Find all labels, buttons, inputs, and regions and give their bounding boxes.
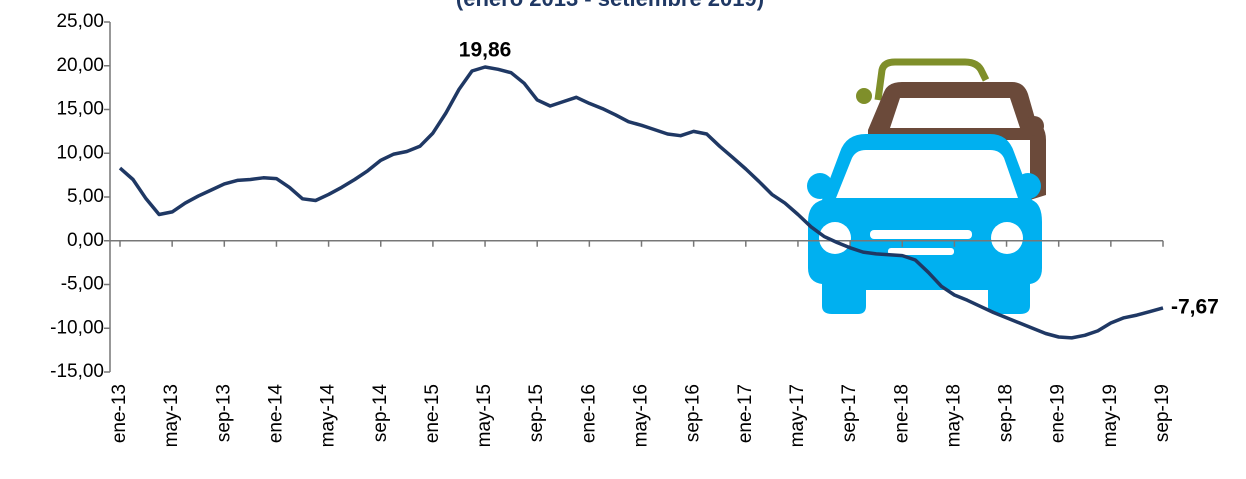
x-tick-label: ene-19: [1048, 384, 1069, 443]
car-brown-mirror: [1024, 116, 1044, 136]
x-tick-label: may-16: [631, 384, 652, 447]
car-icon: [807, 62, 1046, 314]
x-tick-label: sep-14: [370, 384, 391, 443]
x-tick-label: may-14: [318, 384, 339, 448]
y-tick-label: 25,00: [56, 11, 104, 32]
x-tick-label: sep-18: [996, 384, 1017, 442]
x-tick-label: may-19: [1100, 384, 1121, 447]
y-tick-label: 10,00: [56, 142, 104, 163]
value-label: 19,86: [459, 39, 512, 62]
x-tick-label: ene-16: [578, 384, 599, 443]
car-blue-window: [836, 150, 1018, 198]
x-tick-label: sep-16: [683, 384, 704, 442]
x-tick-label: ene-14: [265, 384, 286, 444]
car-brown-window: [890, 98, 1020, 128]
y-tick-label: -15,00: [50, 361, 104, 382]
car-olive-mirror: [856, 88, 872, 104]
x-tick-label: may-17: [787, 384, 808, 447]
y-tick-label: 0,00: [67, 230, 104, 251]
x-tick-label: may-15: [474, 384, 495, 447]
car-headlight: [991, 222, 1023, 254]
x-tick-label: sep-19: [1152, 384, 1173, 442]
x-tick-label: ene-17: [735, 384, 756, 443]
value-label: -7,67: [1171, 295, 1219, 318]
x-tick-label: may-18: [943, 384, 964, 447]
x-tick-label: ene-18: [891, 384, 912, 443]
y-tick-label: 15,00: [56, 99, 104, 120]
y-tick-label: 20,00: [56, 55, 104, 76]
x-tick-label: ene-13: [109, 384, 130, 443]
car-grille: [870, 230, 972, 239]
y-tick-label: -5,00: [61, 274, 104, 295]
chart-title: (enero 2013 - setiembre 2019): [456, 0, 764, 11]
chart: (enero 2013 - setiembre 2019) -15,00 -10,…: [0, 0, 1246, 479]
car-blue-mirror: [1015, 173, 1041, 199]
y-tick-label: 5,00: [67, 186, 104, 207]
car-blue-mirror: [807, 173, 833, 199]
x-tick-label: sep-15: [526, 384, 547, 442]
y-tick-label: -10,00: [50, 317, 104, 338]
x-tick-label: ene-15: [422, 384, 443, 443]
x-tick-label: may-13: [161, 384, 182, 447]
x-tick-label: sep-13: [213, 384, 234, 442]
x-tick-label: sep-17: [839, 384, 860, 442]
